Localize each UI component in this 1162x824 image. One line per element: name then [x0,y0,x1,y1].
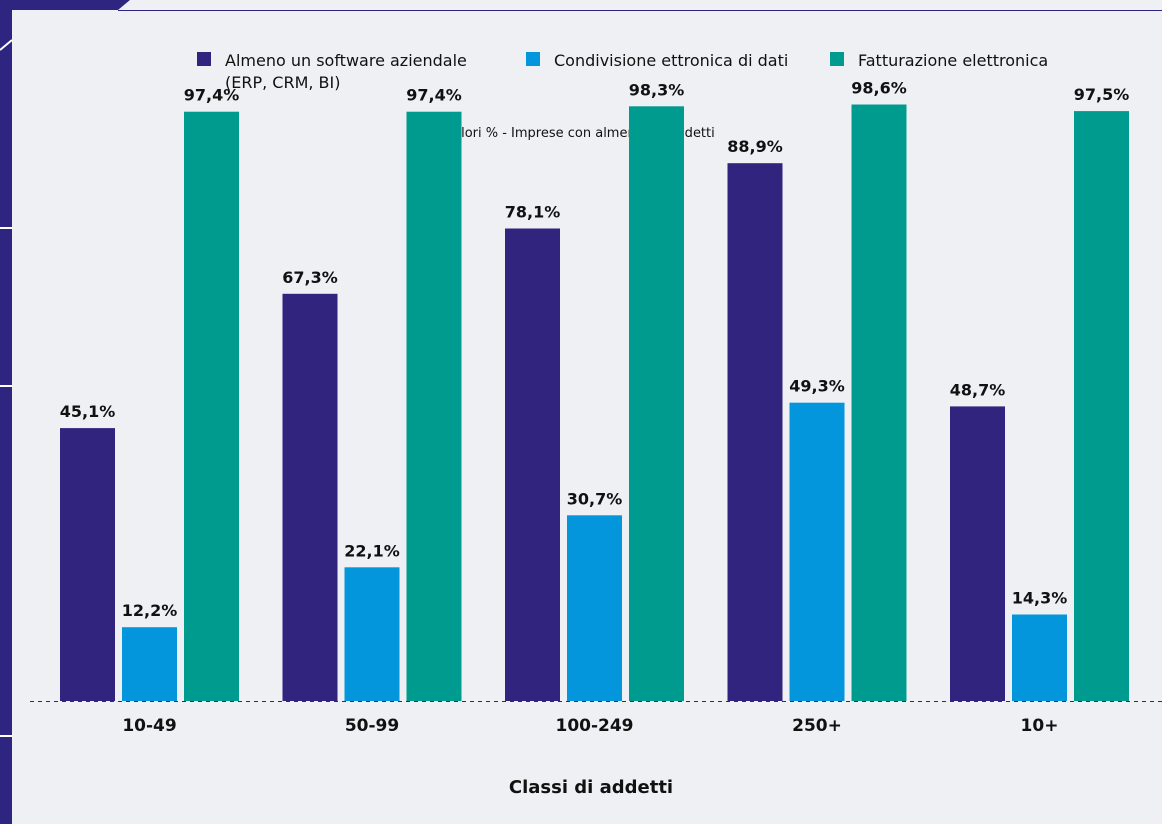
bar [282,293,338,701]
bar [1074,111,1129,702]
value-labels-group: 45,1% 12,2% 97,4% 67,3% 22,1% 97,4% 78,1% 30,7%… [60,79,1130,621]
data-label: 12,2% [122,601,178,620]
x-tick-label: 10+ [1021,716,1059,736]
bar [851,104,907,701]
bar [727,163,783,701]
data-label: 78,1% [505,203,561,222]
bar [629,106,684,702]
data-label: 30,7% [567,489,623,508]
bar [950,406,1005,701]
legend-swatch [526,52,540,66]
data-label: 14,3% [1012,589,1068,608]
legend-item: Condivisione ettronica di dati [526,51,788,70]
bar [60,428,115,701]
bars-group [60,104,1129,702]
bar [184,111,239,701]
data-label: 97,4% [184,86,240,105]
sidebar-notch [0,39,13,51]
bar [344,567,400,701]
legend: Almeno un software aziendale (ERP, CRM, B… [197,51,1048,92]
x-tick-labels: 10-49 50-99 100-249 250+ 10+ [122,716,1058,736]
data-label: 97,5% [1074,85,1130,104]
decorative-sidebar [0,0,130,824]
x-tick-label: 250+ [792,716,842,736]
legend-swatch [830,52,844,66]
bar [567,515,622,701]
data-label: 48,7% [950,380,1006,399]
data-label: 88,9% [727,137,783,156]
x-tick-label: 50-99 [345,716,399,736]
bar [505,228,560,701]
data-label: 97,4% [406,86,462,105]
x-tick-label: 10-49 [122,716,176,736]
legend-label: Almeno un software aziendale [225,51,467,70]
bar [1012,614,1067,701]
legend-label: Condivisione ettronica di dati [554,51,788,70]
x-axis-title: Classi di addetti [509,777,673,798]
x-tick-label: 100-249 [555,716,633,736]
bar [406,111,462,701]
data-label: 45,1% [60,402,116,421]
legend-item: Fatturazione elettronica [830,51,1048,70]
bar [789,402,845,701]
data-label: 98,6% [851,79,907,98]
bar [122,627,177,701]
data-label: 49,3% [789,377,845,396]
legend-label: (ERP, CRM, BI) [225,73,341,92]
data-label: 22,1% [344,541,400,560]
legend-label: Fatturazione elettronica [858,51,1048,70]
legend-item: Almeno un software aziendale (ERP, CRM, B… [197,51,467,92]
data-label: 98,3% [629,80,685,99]
data-label: 67,3% [282,268,338,287]
legend-swatch [197,52,211,66]
